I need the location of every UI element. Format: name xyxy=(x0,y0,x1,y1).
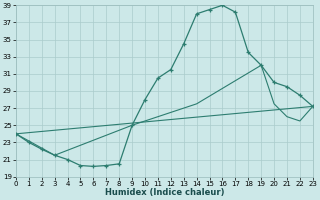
X-axis label: Humidex (Indice chaleur): Humidex (Indice chaleur) xyxy=(105,188,224,197)
